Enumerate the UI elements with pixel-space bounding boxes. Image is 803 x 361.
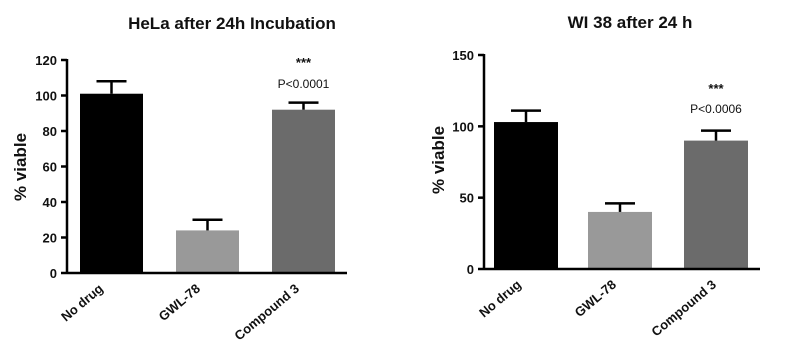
hela-y-axis-label: % viable — [11, 133, 30, 201]
hela-error-bar-3 — [288, 101, 319, 110]
hela-significance-stars: *** — [296, 55, 312, 70]
hela-y-tick-label-60: 60 — [43, 160, 57, 175]
wi38-y-tick-label-50: 50 — [460, 191, 474, 206]
hela-error-bar-1 — [96, 80, 127, 94]
hela-bar-1 — [80, 93, 143, 273]
wi38-bar-1 — [494, 122, 558, 269]
wi38-category-label-2: GWL-78 — [572, 277, 619, 320]
hela-category-label-1: No drug — [58, 281, 106, 325]
hela-y-tick-label-40: 40 — [43, 195, 57, 210]
wi38-bar-2 — [588, 211, 652, 269]
hela-y-tick-label-120: 120 — [35, 53, 57, 68]
wi38-y-tick-label-0: 0 — [467, 262, 474, 277]
hela-category-label-2: GWL-78 — [156, 281, 203, 324]
wi38-chart-title: WI 38 after 24 h — [568, 13, 693, 32]
wi38-p-value-label: P<0.0006 — [690, 102, 742, 116]
wi38-bar-3 — [684, 140, 748, 269]
wi38-chart-panel: WI 38 after 24 h % viable 0 50 100 150 No dr… — [429, 13, 760, 339]
hela-bar-3 — [272, 109, 335, 273]
wi38-y-tick-label-100: 100 — [452, 119, 474, 134]
wi38-category-label-3: Compound 3 — [648, 277, 718, 340]
hela-y-tick-label-0: 0 — [50, 266, 57, 281]
hela-p-value-label: P<0.0001 — [278, 77, 330, 91]
hela-error-bar-2 — [192, 218, 223, 231]
wi38-error-bar-3 — [701, 129, 731, 141]
hela-y-tick-label-100: 100 — [35, 89, 57, 104]
wi38-y-tick-label-150: 150 — [452, 48, 474, 63]
hela-y-tick-label-20: 20 — [43, 231, 57, 246]
hela-bar-2 — [176, 230, 239, 273]
wi38-y-axis-label: % viable — [429, 126, 448, 194]
hela-y-tick-label-80: 80 — [43, 124, 57, 139]
hela-chart-title: HeLa after 24h Incubation — [128, 14, 336, 33]
wi38-category-label-1: No drug — [476, 277, 524, 321]
wi38-error-bar-2 — [605, 202, 635, 212]
hela-category-label-3: Compound 3 — [231, 281, 301, 344]
hela-chart-panel: HeLa after 24h Incubation % viable 0 20 40… — [11, 14, 347, 343]
wi38-error-bar-1 — [511, 109, 541, 123]
wi38-significance-stars: *** — [708, 81, 724, 96]
